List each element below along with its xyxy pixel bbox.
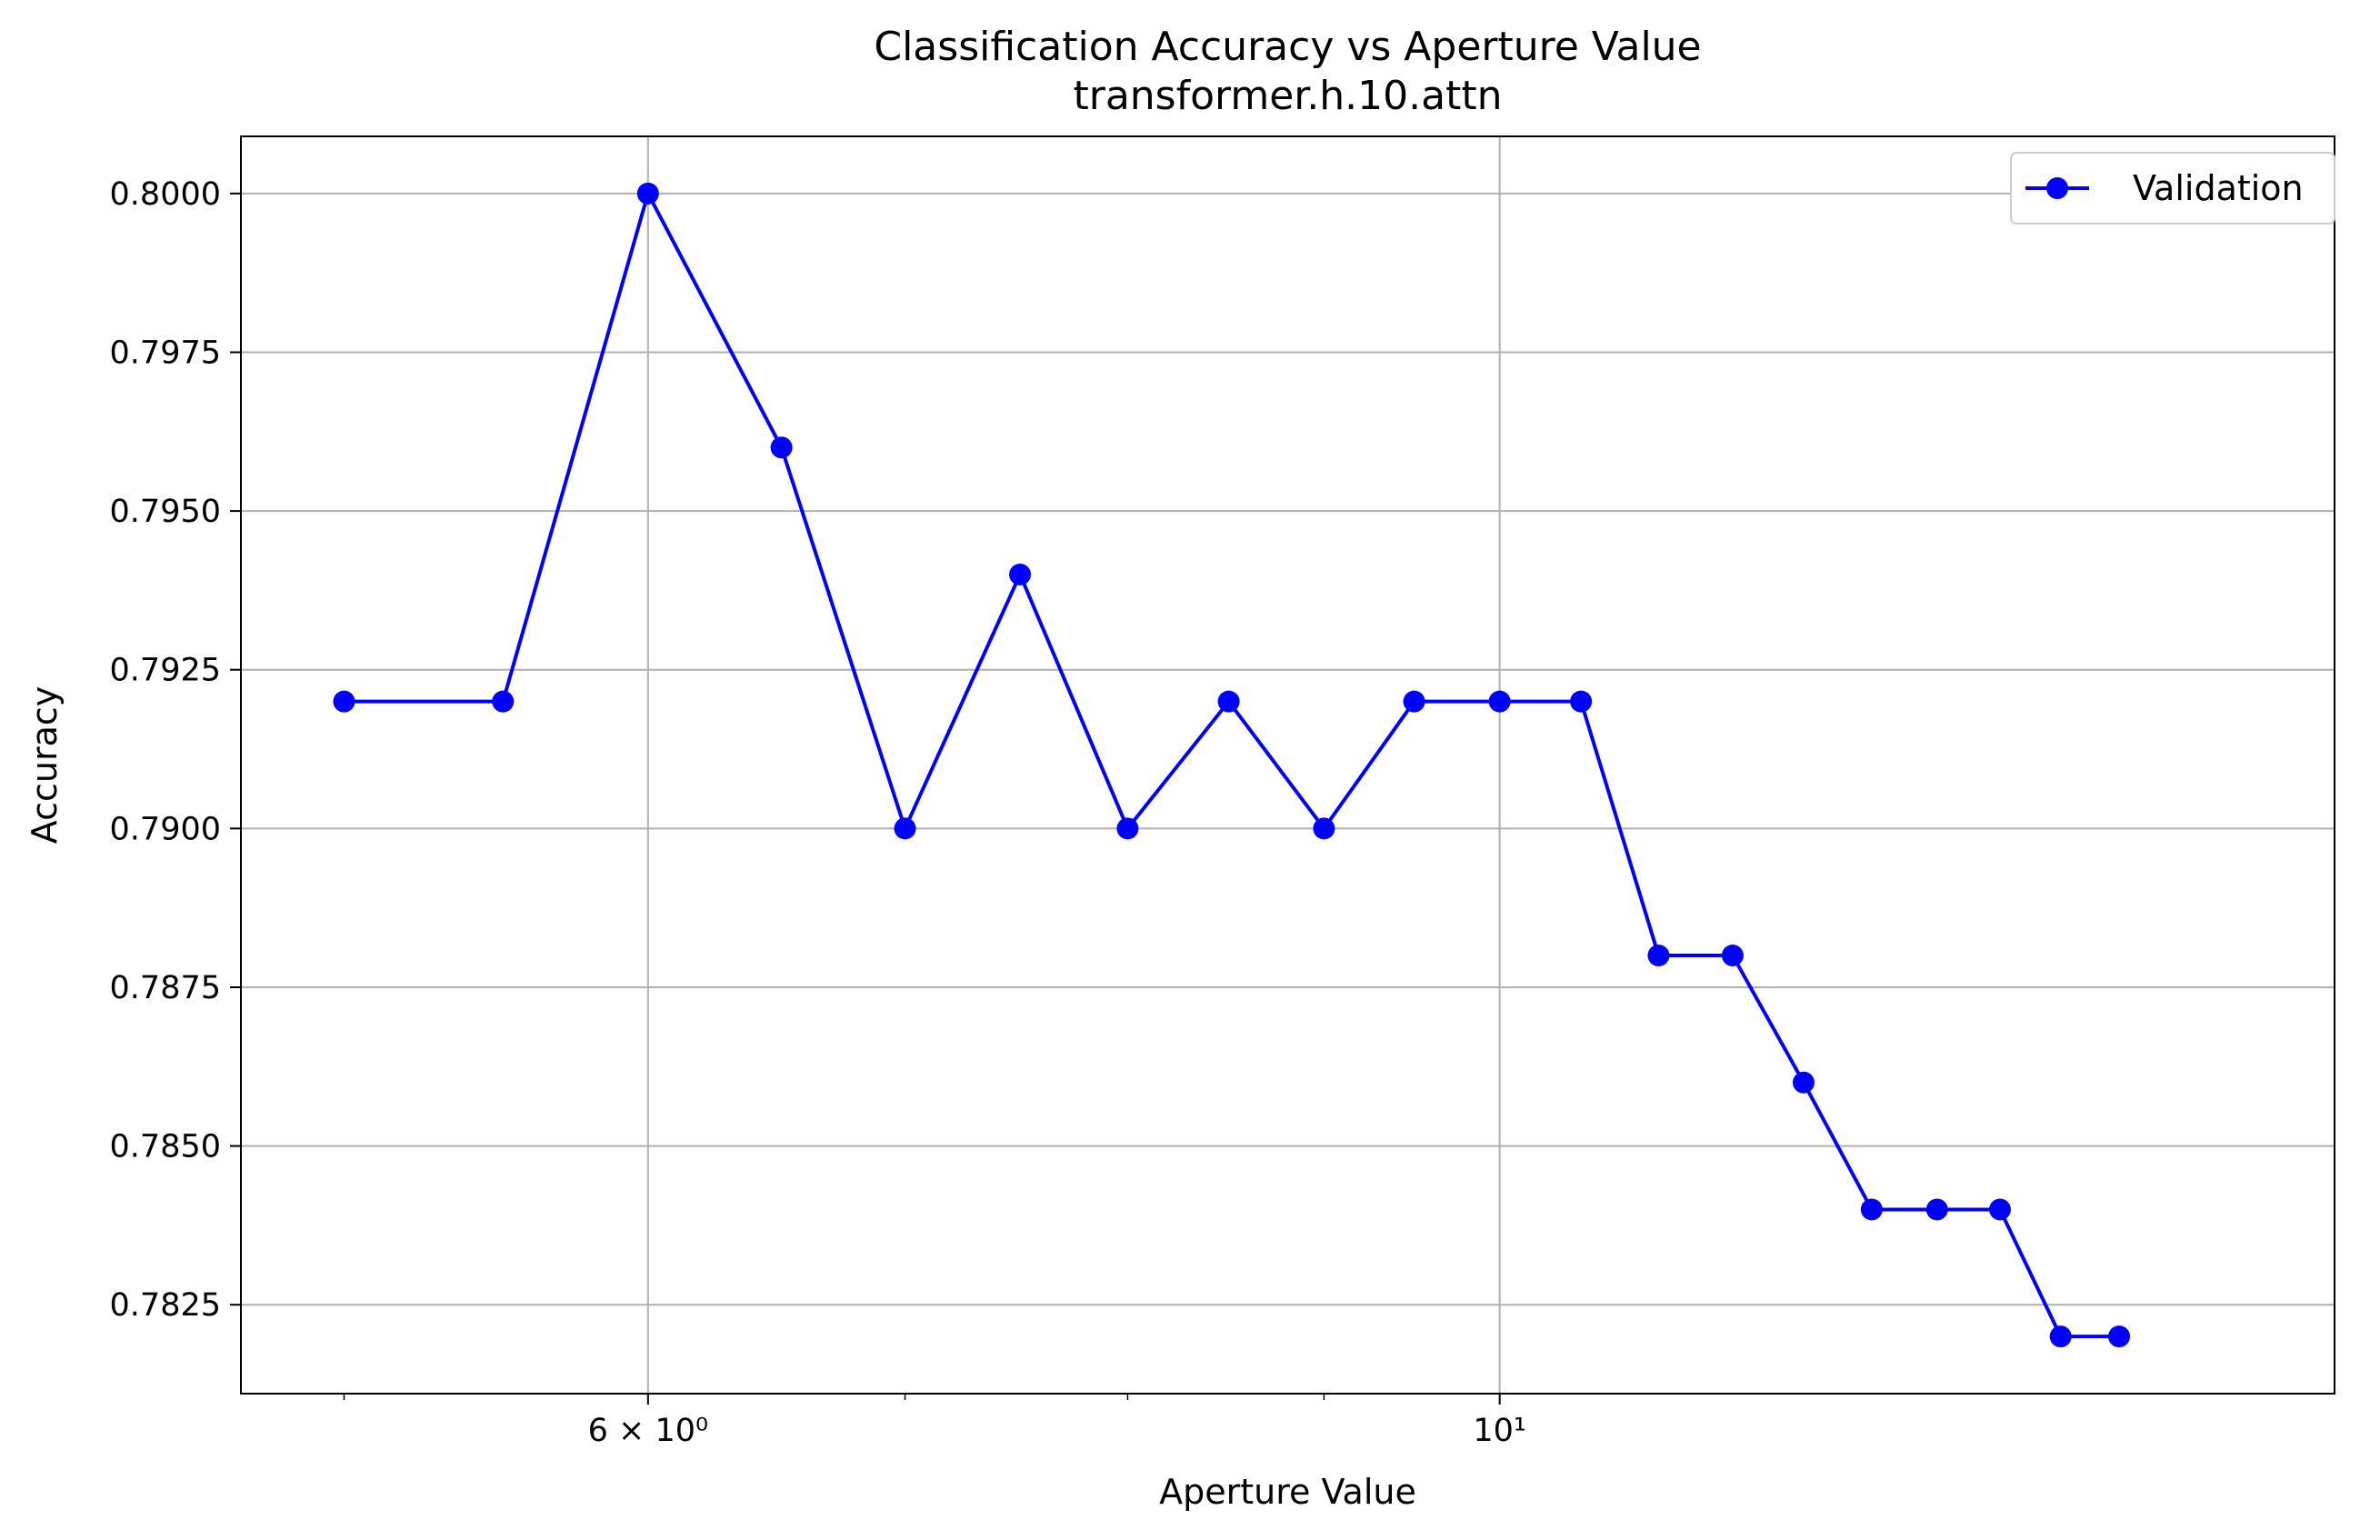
data-point: [1570, 690, 1593, 713]
data-point: [2108, 1325, 2131, 1348]
legend-marker-sample: [2046, 177, 2068, 199]
x-axis-label: Aperture Value: [1159, 1472, 1416, 1512]
y-tick-label: 0.7950: [110, 494, 221, 530]
axes: 0.7825 0.7850 0.7875 0.7900 0.7925 0.7950 0.79…: [110, 176, 1526, 1449]
data-point: [636, 182, 659, 205]
data-point: [894, 817, 916, 840]
x-tick-label: 6 × 10⁰: [588, 1413, 708, 1449]
grid: [241, 136, 2335, 1394]
data-point: [1925, 1198, 1948, 1221]
data-point: [1217, 690, 1240, 713]
y-tick-label: 0.7900: [110, 811, 221, 847]
y-tick-label: 0.8000: [110, 176, 221, 213]
y-tick-label: 0.7925: [110, 653, 221, 689]
legend: Validation: [2010, 152, 2335, 225]
y-tick-label: 0.7850: [110, 1129, 221, 1165]
y-tick-label: 0.7975: [110, 335, 221, 371]
data-point: [1116, 817, 1139, 840]
data-point: [2049, 1325, 2072, 1348]
legend-box: [2010, 152, 2335, 225]
data-point: [770, 436, 793, 459]
data-point: [1721, 945, 1744, 967]
series-layer: [333, 182, 2131, 1348]
data-point: [1488, 690, 1511, 713]
legend-entry-validation: Validation: [2133, 168, 2304, 208]
y-axis-label: Accuracy: [25, 686, 65, 845]
data-point: [1403, 690, 1425, 713]
data-point: [1647, 945, 1670, 967]
data-point: [333, 690, 355, 713]
data-point: [1792, 1071, 1815, 1094]
y-tick-label: 0.7825: [110, 1287, 221, 1324]
data-point: [492, 690, 515, 713]
chart-subtitle: transformer.h.10.attn: [1073, 73, 1502, 119]
y-tick-label: 0.7875: [110, 970, 221, 1006]
data-point: [1009, 563, 1032, 585]
plot-frame: [240, 135, 2335, 1395]
chart-title: Classification Accuracy vs Aperture Valu…: [874, 24, 1701, 70]
x-tick-label: 10¹: [1473, 1413, 1526, 1449]
data-point: [1988, 1198, 2011, 1221]
data-point: [1313, 817, 1335, 840]
data-point: [1860, 1198, 1883, 1221]
